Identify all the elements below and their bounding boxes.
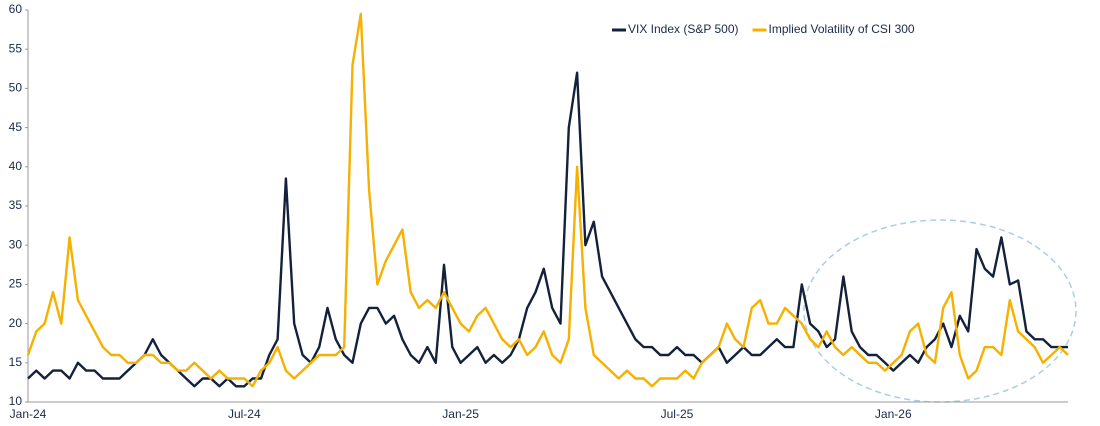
x-tick-label: Jul-24 — [228, 407, 261, 421]
y-tick-label: 20 — [9, 316, 23, 330]
x-tick-label: Jul-25 — [661, 407, 694, 421]
legend-label: VIX Index (S&P 500) — [628, 22, 739, 36]
y-tick-label: 10 — [9, 394, 23, 408]
x-tick-label: Jan-26 — [875, 407, 912, 421]
y-tick-label: 30 — [9, 237, 23, 251]
x-tick-label: Jan-25 — [442, 407, 479, 421]
y-tick-label: 45 — [9, 120, 23, 134]
y-tick-label: 25 — [9, 277, 23, 291]
legend-label: Implied Volatility of CSI 300 — [769, 22, 915, 36]
y-tick-label: 60 — [9, 2, 23, 16]
y-tick-label: 35 — [9, 198, 23, 212]
y-tick-label: 40 — [9, 159, 23, 173]
line-series — [26, 12, 1069, 388]
y-tick-label: 55 — [9, 41, 23, 55]
line-series — [27, 71, 1068, 388]
y-tick-label: 50 — [9, 81, 23, 95]
x-tick-label: Jan-24 — [10, 407, 47, 421]
y-tick-label: 15 — [9, 355, 23, 369]
highlight-ellipse — [803, 219, 1077, 403]
